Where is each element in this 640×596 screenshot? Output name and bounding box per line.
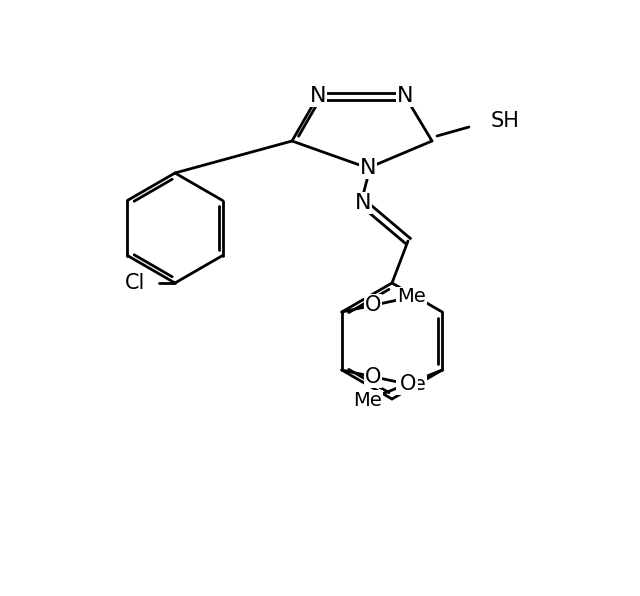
Text: O: O	[400, 374, 417, 393]
Text: Cl: Cl	[125, 273, 145, 293]
Text: Me: Me	[397, 375, 426, 395]
Text: Me: Me	[397, 287, 426, 306]
Text: Me: Me	[353, 390, 381, 409]
Text: N: N	[397, 86, 413, 106]
Text: N: N	[355, 193, 371, 213]
Text: SH: SH	[491, 111, 520, 131]
Text: O: O	[365, 295, 381, 315]
Text: N: N	[310, 86, 326, 106]
Text: O: O	[365, 367, 381, 387]
Text: N: N	[360, 158, 376, 178]
